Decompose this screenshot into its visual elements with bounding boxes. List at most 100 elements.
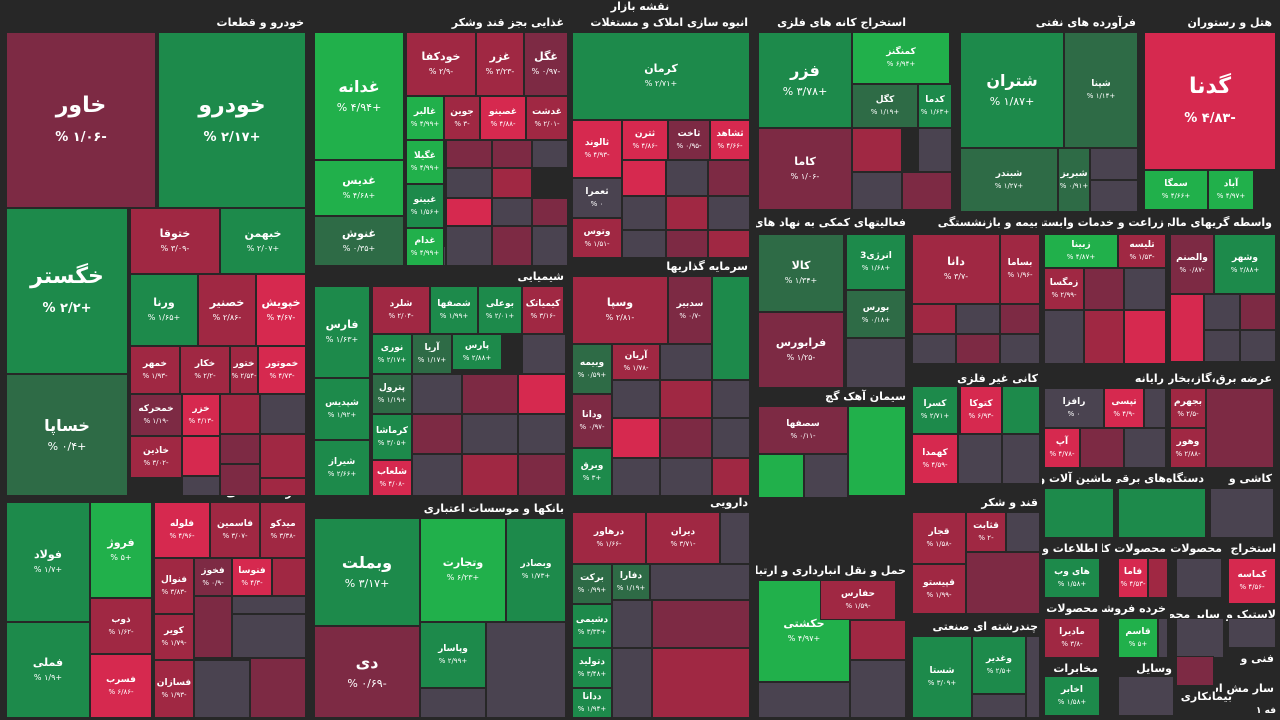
stock-tile[interactable] <box>194 596 232 658</box>
stock-tile[interactable]: وبرق +۳ % <box>572 448 612 496</box>
stock-tile[interactable]: شپدیس +۱/۹۲ % <box>314 378 370 440</box>
stock-tile[interactable] <box>412 454 462 496</box>
stock-tile[interactable] <box>720 512 750 564</box>
stock-tile[interactable]: بجهرم -۲/۵ % <box>1170 388 1206 428</box>
stock-tile[interactable] <box>1124 428 1166 468</box>
sector-title[interactable]: بانکها و موسسات اعتباری <box>423 502 564 515</box>
stock-tile[interactable]: خبهمن +۲/۰۷ % <box>220 208 306 274</box>
stock-tile[interactable] <box>1144 388 1166 428</box>
stock-tile[interactable] <box>846 338 906 388</box>
stock-tile[interactable] <box>758 454 804 498</box>
sector-title[interactable]: بیمانکاری <box>1180 690 1232 703</box>
stock-tile[interactable] <box>220 434 260 464</box>
stock-tile[interactable]: شستا +۳/۰۹ % <box>912 636 972 718</box>
stock-tile[interactable] <box>1002 386 1040 434</box>
stock-tile[interactable] <box>1080 428 1124 468</box>
stock-tile[interactable]: سصفها -۰/۱۱ % <box>758 406 848 454</box>
stock-tile[interactable]: غدام +۴/۹۹ % <box>406 228 444 266</box>
stock-tile[interactable] <box>758 682 850 718</box>
stock-tile[interactable] <box>966 552 1040 614</box>
stock-tile[interactable]: کالا +۱/۳۴ % <box>758 234 844 312</box>
stock-tile[interactable] <box>712 418 750 458</box>
stock-tile[interactable]: کاما -۱/۰۶ % <box>758 128 852 210</box>
stock-tile[interactable]: ثاخت -۰/۹۵ % <box>668 120 710 160</box>
stock-tile[interactable] <box>958 434 1002 484</box>
stock-tile[interactable]: شبریز +۰/۹۱ % <box>1058 148 1090 212</box>
stock-tile[interactable] <box>1204 294 1240 330</box>
stock-tile[interactable] <box>1210 488 1274 538</box>
stock-tile[interactable] <box>666 160 708 196</box>
stock-tile[interactable]: وتجارت +۶/۲۳ % <box>420 518 506 622</box>
sector-title[interactable]: فعالیتهای کمکی به نهاد های مالی <box>756 216 906 229</box>
sector-title[interactable]: کاشی و <box>1228 472 1272 485</box>
stock-tile[interactable] <box>712 276 750 380</box>
stock-tile[interactable] <box>1118 676 1174 716</box>
stock-tile[interactable] <box>660 458 712 496</box>
stock-tile[interactable] <box>852 128 902 172</box>
stock-tile[interactable] <box>612 458 660 496</box>
stock-tile[interactable] <box>622 196 666 230</box>
stock-tile[interactable]: خاور -۱/۰۶ % <box>6 32 156 208</box>
stock-tile[interactable]: خودرو +۲/۱۷ % <box>158 32 306 208</box>
stock-tile[interactable]: ورنا +۱/۶۵ % <box>130 274 198 346</box>
stock-tile[interactable]: دیران -۳/۷۱ % <box>646 512 720 564</box>
stock-tile[interactable]: فخوز -۰/۹ % <box>194 558 232 596</box>
stock-tile[interactable]: وپاسار +۲/۹۹ % <box>420 622 486 688</box>
stock-tile[interactable] <box>1176 558 1222 598</box>
stock-tile[interactable] <box>850 620 906 660</box>
stock-tile[interactable] <box>1002 434 1040 484</box>
stock-tile[interactable] <box>260 478 306 496</box>
stock-tile[interactable]: غصینو -۴/۸۸ % <box>480 96 526 140</box>
stock-tile[interactable] <box>420 688 486 718</box>
stock-tile[interactable]: شلرد -۲/۰۴ % <box>372 286 430 334</box>
stock-tile[interactable]: بساما -۱/۹۶ % <box>1000 234 1040 304</box>
stock-tile[interactable] <box>492 198 532 226</box>
stock-tile[interactable]: ختور -۲/۵۴ % <box>230 346 258 394</box>
stock-tile[interactable]: اخابر +۱/۵۸ % <box>1044 676 1100 716</box>
stock-tile[interactable] <box>1240 294 1276 330</box>
stock-tile[interactable]: شلعاب -۴/۰۸ % <box>372 460 412 496</box>
sector-title[interactable]: خرده فروشی <box>1102 602 1166 615</box>
stock-tile[interactable]: ثترن -۴/۸۶ % <box>622 120 668 160</box>
sector-title[interactable]: حمل و نقل انبارداری و ارتباطات <box>756 564 906 577</box>
stock-tile[interactable] <box>912 334 956 364</box>
stock-tile[interactable]: میدکو -۳/۳۸ % <box>260 502 306 558</box>
stock-tile[interactable] <box>1006 512 1040 552</box>
stock-tile[interactable] <box>462 454 518 496</box>
sector-title[interactable]: کانی غیر فلزی <box>957 372 1038 385</box>
stock-tile[interactable]: جوین -۳ % <box>444 96 480 140</box>
stock-tile[interactable]: غالبر +۴/۹۹ % <box>406 96 444 140</box>
stock-tile[interactable] <box>612 418 660 458</box>
stock-tile[interactable] <box>956 334 1000 364</box>
stock-tile[interactable]: خمهر -۱/۹۳ % <box>130 346 180 394</box>
stock-tile[interactable] <box>918 128 952 172</box>
sector-title[interactable]: رایانه <box>1134 372 1164 385</box>
stock-tile[interactable] <box>492 226 532 266</box>
stock-tile[interactable]: تلیسه -۱/۵۳ % <box>1118 234 1166 268</box>
stock-tile[interactable]: خاذین -۳/۰۲ % <box>130 436 182 478</box>
sector-title[interactable]: عرضه برق،گاز،بخار و آب <box>1168 372 1272 385</box>
stock-tile[interactable]: قپیستو -۱/۹۹ % <box>912 564 966 614</box>
stock-tile[interactable] <box>1090 148 1138 180</box>
stock-tile[interactable] <box>1148 558 1168 598</box>
stock-tile[interactable]: آپ -۴/۷۸ % <box>1044 428 1080 468</box>
stock-tile[interactable]: فارس +۱/۶۳ % <box>314 286 370 378</box>
stock-tile[interactable] <box>220 464 260 496</box>
stock-tile[interactable]: برکت +۰/۹۹ % <box>572 564 612 604</box>
stock-tile[interactable]: غدیس +۴/۶۸ % <box>314 160 404 216</box>
stock-tile[interactable]: والصنم -۰/۸۷ % <box>1170 234 1214 294</box>
stock-tile[interactable] <box>712 380 750 418</box>
stock-tile[interactable]: بوعلی +۲/۰۱ % <box>478 286 522 334</box>
stock-tile[interactable] <box>260 434 306 478</box>
stock-tile[interactable] <box>612 648 652 718</box>
stock-tile[interactable] <box>708 196 750 230</box>
stock-tile[interactable]: فسازان -۱/۹۳ % <box>154 660 194 718</box>
stock-tile[interactable] <box>1044 310 1084 364</box>
stock-tile[interactable]: فملی +۱/۹ % <box>6 622 90 718</box>
stock-tile[interactable]: زمگسا -۲/۹۹ % <box>1044 268 1084 310</box>
sector-title[interactable]: اطلاعات و <box>1042 542 1098 555</box>
stock-tile[interactable]: گدنا -۴/۸۳ % <box>1144 32 1276 170</box>
stock-tile[interactable]: ددانا +۱/۹۴ % <box>572 688 612 718</box>
stock-tile[interactable]: قاسم +۵ % <box>1118 618 1158 658</box>
stock-tile[interactable]: خساپا +۰/۴ % <box>6 374 128 496</box>
